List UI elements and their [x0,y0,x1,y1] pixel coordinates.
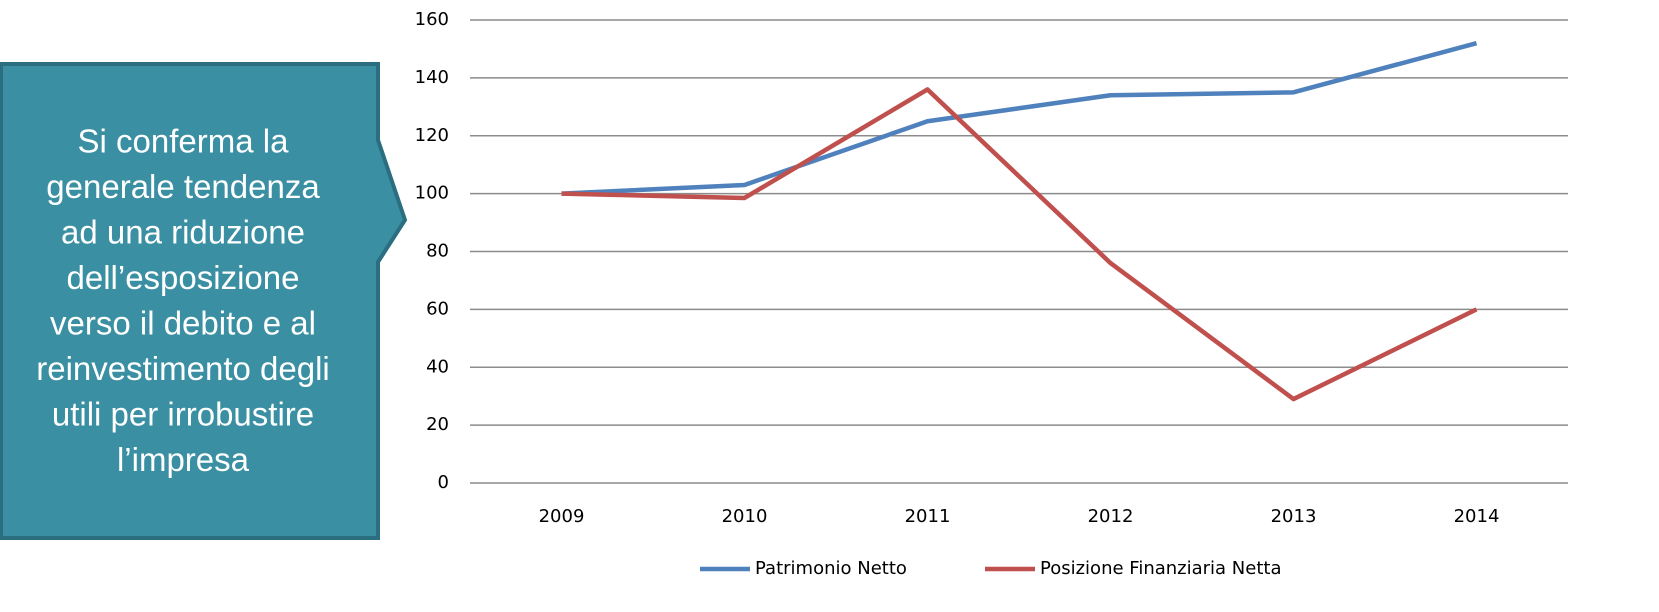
callout-text: reinvestimento degli [36,350,330,387]
x-tick-label: 2009 [539,506,585,527]
series-line [561,40,1478,196]
x-tick-label: 2011 [905,506,951,527]
y-tick-label: 160 [415,9,449,30]
legend-label: Patrimonio Netto [755,558,907,579]
callout-text: verso il debito e al [50,305,316,342]
x-tick-label: 2014 [1454,506,1500,527]
y-tick-label: 80 [426,241,449,262]
y-tick-label: 100 [415,183,449,204]
y-tick-label: 60 [426,298,449,319]
callout-text: ad una riduzione [61,214,305,251]
x-tick-label: 2013 [1271,506,1317,527]
callout-text: dell’esposizione [67,259,300,296]
y-tick-label: 0 [438,472,449,493]
y-tick-label: 20 [426,414,449,435]
legend-label: Posizione Finanziaria Netta [1040,558,1281,579]
callout-text: generale tendenza [46,168,320,205]
callout-text: l’impresa [117,441,250,478]
y-tick-label: 40 [426,356,449,377]
y-tick-label: 120 [415,125,449,146]
y-tick-label: 140 [415,67,449,88]
callout-text: Si conferma la [78,123,290,160]
callout [0,62,408,540]
x-tick-label: 2010 [722,506,768,527]
x-tick-label: 2012 [1088,506,1134,527]
callout-text: utili per irrobustire [52,396,314,433]
series-line [561,87,1478,402]
